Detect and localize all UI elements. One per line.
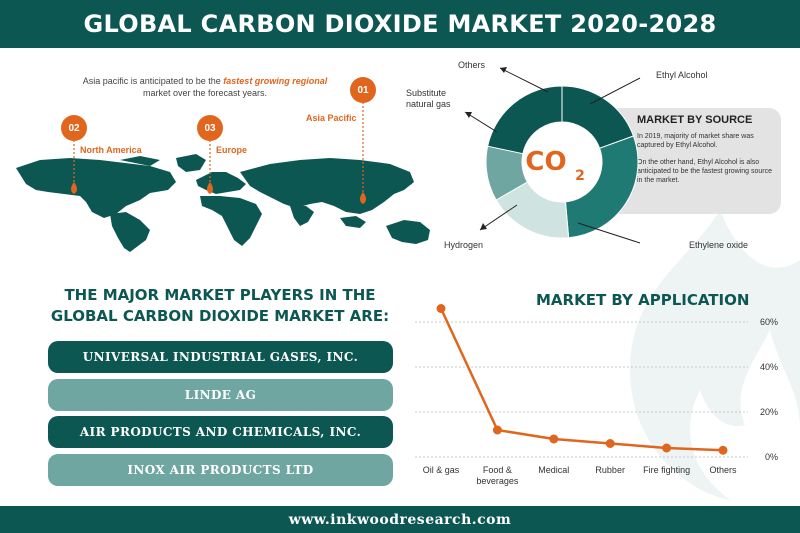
header-banner: GLOBAL CARBON DIOXIDE MARKET 2020-2028: [0, 0, 800, 48]
market-by-source-text-1: In 2019, majority of market share was ca…: [637, 133, 754, 149]
rank-badge-north-america: 02: [61, 115, 87, 141]
data-point: [718, 445, 728, 455]
source-label-substitute-natural-gas: Substitute natural gas: [406, 88, 451, 109]
footer-url[interactable]: www.inkwoodresearch.com: [288, 511, 512, 528]
source-label-ethyl-alcohol: Ethyl Alcohol: [656, 70, 708, 80]
regional-note-highlight: fastest growing regional: [223, 76, 328, 86]
series-line: [439, 307, 724, 452]
player-item: INOX AIR PRODUCTS LTD: [48, 454, 393, 486]
players-title-line-2: GLOBAL CARBON DIOXIDE MARKET ARE:: [50, 307, 390, 325]
footer-banner: www.inkwoodresearch.com: [0, 506, 800, 533]
source-label-ethylene-oxide: Ethylene oxide: [689, 240, 749, 250]
data-point: [492, 425, 502, 435]
market-by-source-title: MARKET BY SOURCE: [637, 114, 753, 126]
data-point: [662, 443, 672, 453]
players-title: THE MAJOR MARKET PLAYERS IN THE GLOBAL C…: [30, 285, 410, 327]
region-markers: [71, 102, 366, 204]
data-point: [436, 304, 446, 313]
co2-subscript: 2: [575, 168, 585, 184]
x-tick-label: Others: [709, 465, 737, 475]
y-tick-label: 20%: [760, 407, 778, 417]
x-tick-label: Food & beverages: [476, 465, 519, 486]
donut-center: [522, 122, 602, 202]
x-tick-label: Medical: [538, 465, 569, 475]
region-label-europe: Europe: [216, 145, 248, 155]
source-leader-lines: [464, 67, 641, 244]
player-item: UNIVERSAL INDUSTRIAL GASES, INC.: [48, 341, 393, 373]
data-point: [605, 439, 615, 448]
rank-badge-asia-pacific: 01: [350, 77, 376, 103]
y-tick-label: 60%: [760, 317, 778, 327]
x-tick-label: Rubber: [595, 465, 625, 475]
source-label-hydrogen: Hydrogen: [444, 240, 484, 250]
y-tick-label: 40%: [760, 362, 778, 372]
player-item: AIR PRODUCTS AND CHEMICALS, INC.: [48, 416, 393, 448]
player-item: LINDE AG: [48, 379, 393, 411]
x-tick-label: Fire fighting: [643, 465, 690, 475]
players-title-line-1: THE MAJOR MARKET PLAYERS IN THE: [64, 286, 376, 304]
source-label-others: Others: [458, 60, 486, 70]
rank-badge-europe: 03: [197, 115, 223, 141]
market-by-source-text-2: On the other hand, Ethyl Alcohol is also…: [637, 159, 773, 184]
data-point: [549, 434, 559, 444]
region-label-asia-pacific: Asia Pacific: [306, 113, 357, 123]
background-flame-decoration: [630, 210, 800, 500]
co2-text: CO: [525, 147, 566, 177]
page-title: GLOBAL CARBON DIOXIDE MARKET 2020-2028: [83, 10, 717, 38]
regional-note: Asia pacific is anticipated to be the fa…: [40, 75, 370, 99]
y-tick-label: 0%: [765, 452, 778, 462]
market-by-source-text: In 2019, majority of market share was ca…: [637, 132, 779, 185]
x-tick-label: Oil & gas: [423, 465, 460, 475]
regional-note-prefix: Asia pacific is anticipated to be the: [82, 76, 221, 86]
region-label-north-america: North America: [80, 145, 142, 155]
chart-title: MARKET BY APPLICATION: [536, 291, 750, 309]
regional-note-suffix: market over the forecast years.: [142, 88, 268, 98]
